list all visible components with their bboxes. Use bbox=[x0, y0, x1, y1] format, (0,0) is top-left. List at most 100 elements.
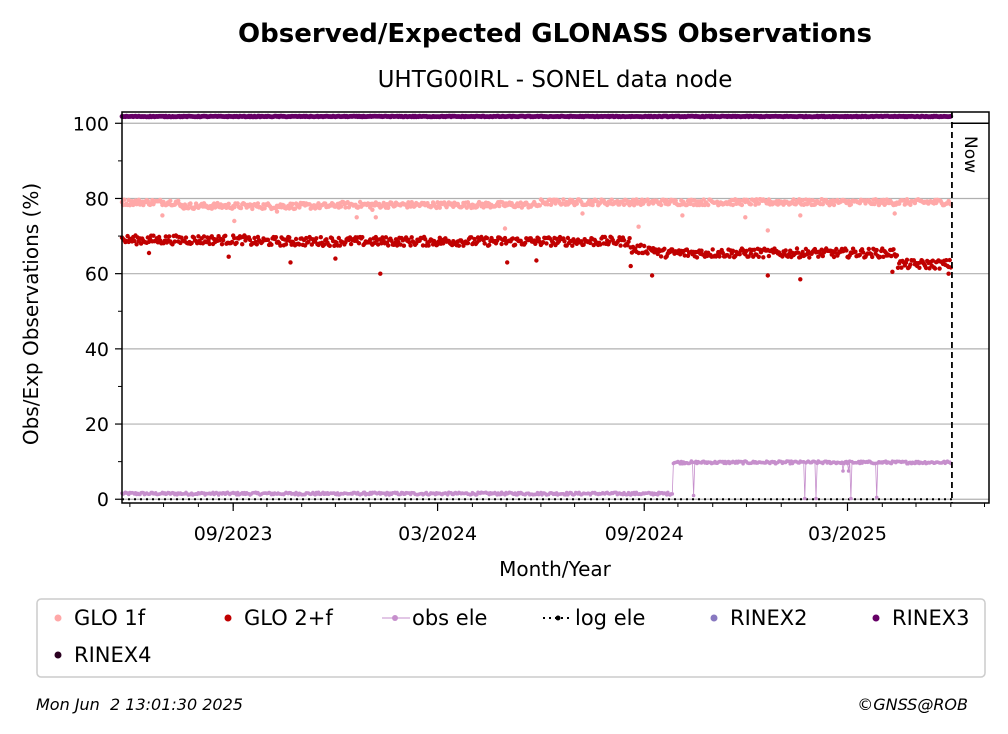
data-point bbox=[744, 248, 749, 254]
legend-label: GLO 2+f bbox=[244, 606, 333, 630]
data-point bbox=[288, 260, 293, 265]
data-point bbox=[122, 197, 127, 202]
data-point bbox=[642, 243, 647, 249]
data-point bbox=[370, 207, 375, 212]
data-point bbox=[737, 198, 742, 203]
data-point bbox=[354, 215, 359, 220]
y-tick-label: 100 bbox=[73, 113, 109, 135]
data-point bbox=[680, 213, 685, 218]
data-point bbox=[238, 205, 244, 211]
data-point bbox=[322, 242, 327, 247]
data-point bbox=[215, 200, 220, 206]
data-point bbox=[484, 235, 490, 241]
chart-title: Observed/Expected GLONASS Observations bbox=[238, 19, 872, 49]
data-point bbox=[658, 254, 664, 259]
data-point bbox=[186, 206, 191, 211]
data-point bbox=[699, 248, 704, 253]
data-point bbox=[765, 273, 770, 278]
data-point bbox=[798, 213, 803, 218]
x-axis-label: Month/Year bbox=[499, 557, 612, 581]
data-point bbox=[795, 250, 801, 255]
data-point bbox=[730, 202, 736, 208]
data-point bbox=[621, 238, 627, 243]
data-point bbox=[800, 249, 805, 255]
data-point bbox=[406, 200, 411, 205]
x-tick-label: 03/2024 bbox=[398, 523, 477, 545]
legend-label: RINEX2 bbox=[730, 606, 808, 630]
legend-item-glo-1f: GLO 1f bbox=[54, 606, 146, 630]
data-point bbox=[234, 240, 239, 245]
data-point bbox=[333, 256, 338, 261]
data-point bbox=[890, 269, 895, 274]
data-point bbox=[240, 242, 245, 247]
obs-ele-points bbox=[120, 459, 953, 501]
data-point bbox=[820, 253, 825, 259]
data-point bbox=[482, 241, 487, 246]
data-point bbox=[383, 235, 389, 240]
data-point bbox=[591, 242, 596, 248]
data-point bbox=[561, 197, 566, 202]
data-point bbox=[670, 492, 675, 496]
data-point bbox=[937, 266, 942, 271]
legend: GLO 1f GLO 2+f obs ele log ele RINEX2 RINEX3 R… bbox=[36, 598, 986, 678]
legend-label: log ele bbox=[575, 606, 645, 630]
data-point bbox=[356, 241, 362, 246]
data-point bbox=[132, 238, 137, 244]
data-point bbox=[306, 239, 311, 244]
data-point bbox=[748, 251, 754, 256]
data-point bbox=[528, 236, 533, 241]
data-point bbox=[168, 198, 173, 203]
data-point bbox=[946, 271, 951, 276]
data-point bbox=[800, 198, 805, 203]
data-point bbox=[401, 243, 407, 248]
legend-item-log-ele: log ele bbox=[543, 606, 645, 630]
data-point bbox=[743, 215, 748, 220]
data-point bbox=[866, 246, 871, 252]
data-point bbox=[737, 252, 742, 257]
y-axis-label: Obs/Exp Observations (%) bbox=[19, 183, 43, 445]
gridlines bbox=[122, 122, 989, 500]
data-point bbox=[717, 254, 722, 259]
data-point bbox=[752, 247, 757, 252]
legend-item-obs-ele: obs ele bbox=[382, 606, 487, 630]
data-point bbox=[441, 241, 446, 246]
data-point bbox=[510, 236, 515, 241]
data-point bbox=[327, 243, 332, 248]
x-tick-label: 09/2023 bbox=[194, 523, 273, 545]
legend-label: obs ele bbox=[412, 606, 487, 630]
data-point bbox=[226, 201, 231, 206]
data-point bbox=[219, 242, 225, 247]
legend-swatch bbox=[710, 614, 718, 622]
data-point bbox=[287, 235, 292, 240]
data-point bbox=[649, 273, 655, 278]
legend-swatch bbox=[224, 614, 232, 622]
data-point bbox=[512, 242, 518, 247]
glo-2-f-points bbox=[119, 233, 953, 282]
data-point bbox=[226, 254, 231, 259]
data-point bbox=[465, 240, 471, 246]
data-point bbox=[368, 237, 373, 242]
data-point bbox=[803, 496, 807, 501]
data-point bbox=[232, 205, 237, 210]
data-point bbox=[255, 201, 261, 206]
data-point bbox=[923, 265, 929, 271]
x-tick-label: 03/2025 bbox=[808, 523, 887, 545]
data-point bbox=[423, 237, 428, 242]
legend-label: RINEX4 bbox=[74, 643, 152, 667]
data-point bbox=[607, 239, 612, 244]
data-point bbox=[348, 241, 354, 247]
data-point bbox=[469, 235, 474, 240]
data-point bbox=[205, 235, 210, 240]
now-marker: Now bbox=[951, 112, 989, 503]
data-point bbox=[756, 254, 761, 259]
data-point bbox=[932, 266, 938, 271]
data-point bbox=[917, 265, 922, 270]
data-point bbox=[874, 495, 879, 500]
data-point bbox=[252, 235, 257, 241]
data-point bbox=[908, 202, 913, 207]
data-point bbox=[849, 496, 853, 501]
data-point bbox=[848, 202, 854, 207]
data-point bbox=[314, 236, 319, 241]
data-point bbox=[540, 240, 546, 245]
data-point bbox=[274, 209, 280, 214]
